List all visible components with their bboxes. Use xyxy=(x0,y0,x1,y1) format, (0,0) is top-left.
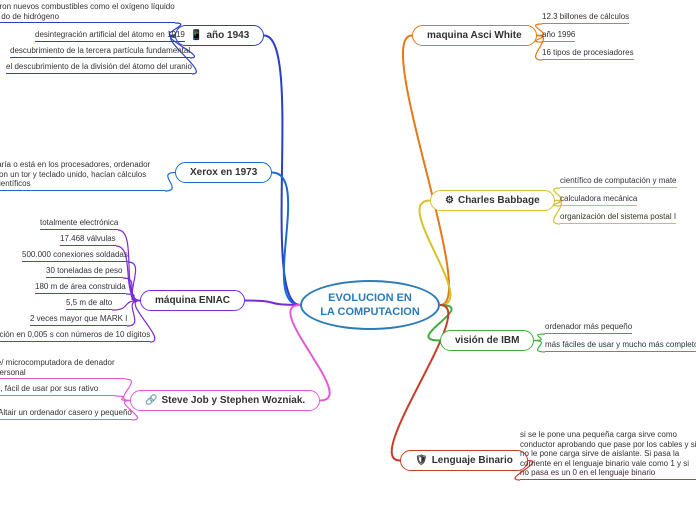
leaf-babbage-0: científico de computación y mate xyxy=(560,176,677,188)
branch-ibm[interactable]: visión de IBM xyxy=(440,330,534,351)
branch-label: visión de IBM xyxy=(455,335,519,346)
leaf-babbage-1: calculadora mecánica xyxy=(560,194,637,206)
steve-icon: 🔗 xyxy=(145,395,157,406)
b1943-icon: 📱 xyxy=(190,30,202,41)
babbage-icon: ⚙ xyxy=(445,195,454,206)
branch-label: Lenguaje Binario xyxy=(432,455,513,466)
branch-label: Charles Babbage xyxy=(458,195,540,206)
leaf-eniac-4: 180 m de área construida xyxy=(35,282,126,294)
leaf-b1943-1: desintegración artificial del átomo en 1… xyxy=(35,30,185,42)
leaf-b1943-3: el descubrimiento de la división del áto… xyxy=(6,62,192,74)
branch-label: Steve Job y Stephen Wozniak. xyxy=(161,395,305,406)
leaf-eniac-0: totalmente electrónica xyxy=(40,218,118,230)
leaf-asci-1: año 1996 xyxy=(542,30,575,42)
leaf-steve-1: A, fácil de usar por sus rativo xyxy=(0,384,115,396)
branch-label: Xerox en 1973 xyxy=(190,167,257,178)
leaf-eniac-7: ación en 0,005 s con números de 10 dígit… xyxy=(0,330,150,342)
leaf-asci-2: 16 tipos de procesiadores xyxy=(542,48,634,60)
branch-b1943[interactable]: 📱 año 1943 xyxy=(175,25,264,46)
leaf-eniac-6: 2 veces mayor que MARK I xyxy=(30,314,127,326)
branch-babbage[interactable]: ⚙ Charles Babbage xyxy=(430,190,555,211)
branch-label: maquina Asci White xyxy=(427,30,522,41)
branch-binario[interactable]: 🛡 Lenguaje Binario xyxy=(400,450,528,471)
binario-icon: 🛡 xyxy=(415,455,428,466)
leaf-eniac-3: 30 toneladas de peso xyxy=(46,266,123,278)
leaf-ibm-1: más fáciles de usar y mucho más completo… xyxy=(545,340,696,352)
leaf-eniac-1: 17.468 válvulas xyxy=(60,234,116,246)
leaf-binario-0: si se le pone una pequeña carga sirve co… xyxy=(520,430,696,480)
leaf-steve-0: le/ microcomputadora de denador personal xyxy=(0,358,125,379)
leaf-b1943-0: aron nuevos combustibles como el oxígeno… xyxy=(0,2,175,23)
mindmap-canvas: EVOLUCION EN LA COMPUTACION 📱 año 1943 aron… xyxy=(0,0,696,520)
branch-xerox[interactable]: Xerox en 1973 xyxy=(175,162,272,183)
center-node[interactable]: EVOLUCION EN LA COMPUTACION xyxy=(300,280,440,330)
branch-label: máquina ENIAC xyxy=(155,295,230,306)
leaf-eniac-5: 5,5 m de alto xyxy=(66,298,112,310)
leaf-babbage-2: organización del sistema postal I xyxy=(560,212,676,224)
leaf-ibm-0: ordenador más pequeño xyxy=(545,322,632,334)
leaf-b1943-2: descubrimiento de la tercera partícula f… xyxy=(10,46,190,58)
branch-label: año 1943 xyxy=(206,30,249,41)
leaf-asci-0: 12.3 billones de cálculos xyxy=(542,12,629,24)
branch-asci[interactable]: maquina Asci White xyxy=(412,25,537,46)
leaf-steve-2: Altair un ordenador casero y pequeño xyxy=(0,408,132,420)
leaf-xerox-0: taría o está en los procesadores, ordena… xyxy=(0,160,165,191)
leaf-eniac-2: 500.000 conexiones soldadas xyxy=(22,250,128,262)
branch-eniac[interactable]: máquina ENIAC xyxy=(140,290,245,311)
branch-steve[interactable]: 🔗 Steve Job y Stephen Wozniak. xyxy=(130,390,320,411)
